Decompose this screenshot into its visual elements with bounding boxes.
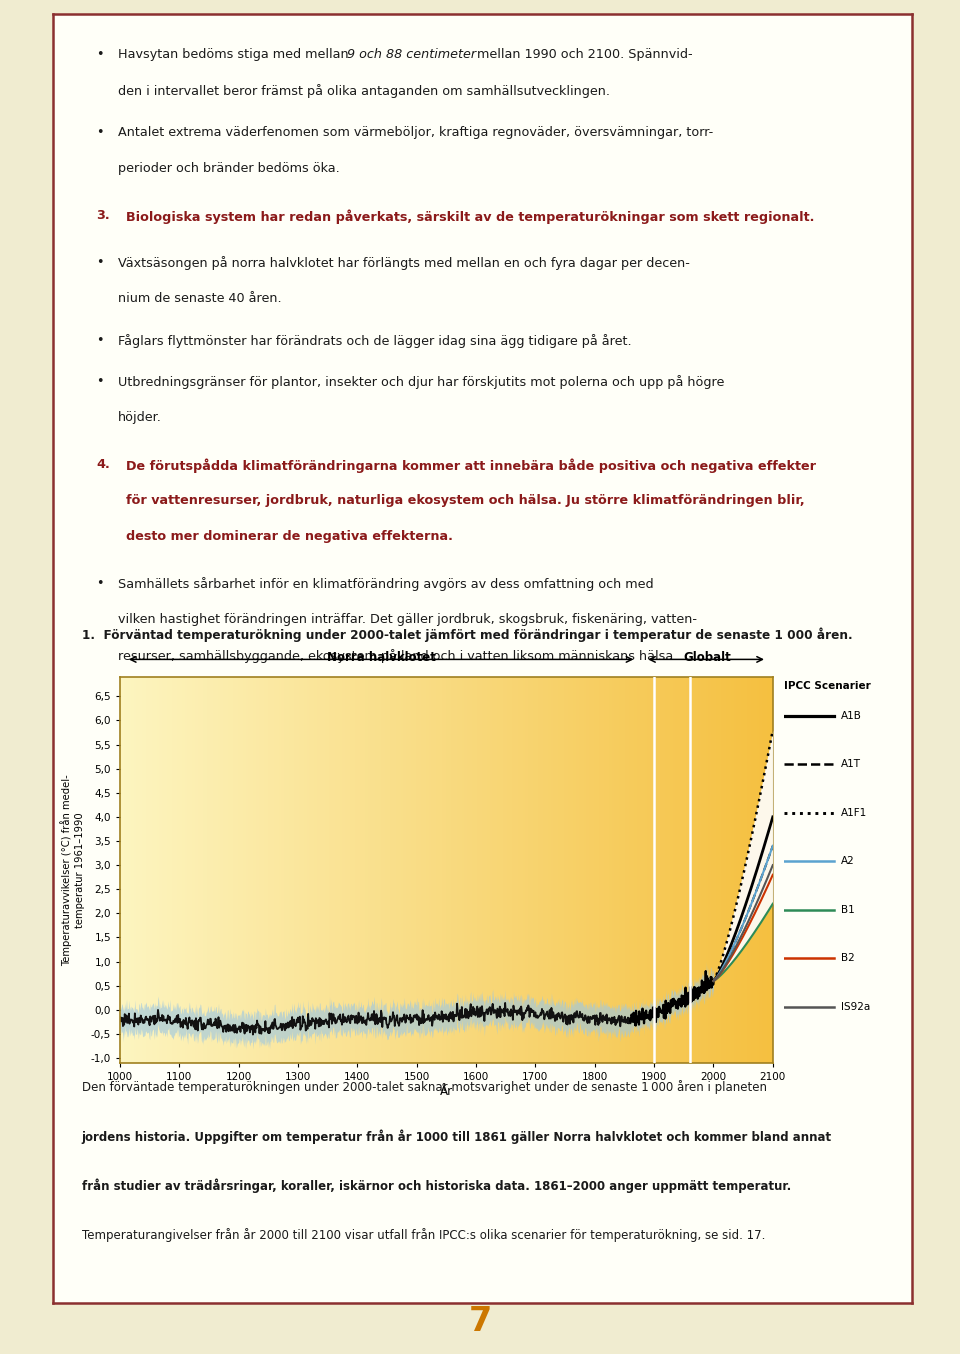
Text: den i intervallet beror främst på olika antaganden om samhällsutvecklingen.: den i intervallet beror främst på olika … xyxy=(118,84,611,99)
Text: IS92a: IS92a xyxy=(841,1002,871,1011)
Text: B2: B2 xyxy=(841,953,855,963)
Text: B1: B1 xyxy=(841,904,855,915)
Y-axis label: Temperaturavvikelser (°C) från medel-
temperatur 1961–1990: Temperaturavvikelser (°C) från medel- te… xyxy=(60,774,85,965)
Text: Norra halvklotet: Norra halvklotet xyxy=(326,651,436,665)
Text: Globalt: Globalt xyxy=(684,651,732,665)
Text: nium de senaste 40 åren.: nium de senaste 40 åren. xyxy=(118,292,281,305)
Text: IPCC Scenarier: IPCC Scenarier xyxy=(784,681,871,691)
Text: A1T: A1T xyxy=(841,760,861,769)
Text: Växtsäsongen på norra halvklotet har förlängts med mellan en och fyra dagar per : Växtsäsongen på norra halvklotet har för… xyxy=(118,256,690,269)
Text: mellan 1990 och 2100. Spännvid-: mellan 1990 och 2100. Spännvid- xyxy=(472,49,692,61)
Text: höjder.: höjder. xyxy=(118,412,162,424)
Text: 4.: 4. xyxy=(96,458,110,471)
Text: 1.  Förväntad temperaturökning under 2000-talet jämfört med förändringar i tempe: 1. Förväntad temperaturökning under 2000… xyxy=(82,628,852,642)
Text: Antalet extrema väderfenomen som värmeböljor, kraftiga regnoväder, översvämninga: Antalet extrema väderfenomen som värmebö… xyxy=(118,126,713,139)
Text: •: • xyxy=(96,256,104,269)
Text: Havsytan bedöms stiga med mellan: Havsytan bedöms stiga med mellan xyxy=(118,49,352,61)
Text: Samhällets sårbarhet inför en klimatförändring avgörs av dess omfattning och med: Samhällets sårbarhet inför en klimatförä… xyxy=(118,577,654,592)
Text: 7: 7 xyxy=(468,1305,492,1338)
Text: för vattenresurser, jordbruk, naturliga ekosystem och hälsa. Ju större klimatför: för vattenresurser, jordbruk, naturliga … xyxy=(126,494,804,508)
Text: perioder och bränder bedöms öka.: perioder och bränder bedöms öka. xyxy=(118,162,340,175)
X-axis label: År: År xyxy=(440,1085,453,1098)
Text: •: • xyxy=(96,577,104,590)
Text: desto mer dominerar de negativa effekterna.: desto mer dominerar de negativa effekter… xyxy=(126,531,453,543)
Text: A2: A2 xyxy=(841,856,855,867)
Text: Temperaturangivelser från år 2000 till 2100 visar utfall från IPCC:s olika scena: Temperaturangivelser från år 2000 till 2… xyxy=(82,1228,765,1242)
Text: 9 och 88 centimeter: 9 och 88 centimeter xyxy=(347,49,476,61)
Text: Utbredningsgränser för plantor, insekter och djur har förskjutits mot polerna oc: Utbredningsgränser för plantor, insekter… xyxy=(118,375,725,389)
Text: 3.: 3. xyxy=(96,209,109,222)
Text: jordens historia. Uppgifter om temperatur från år 1000 till 1861 gäller Norra ha: jordens historia. Uppgifter om temperatu… xyxy=(82,1129,831,1144)
Text: •: • xyxy=(96,333,104,347)
Text: Den förväntade temperaturökningen under 2000-talet saknar motsvarighet under de : Den förväntade temperaturökningen under … xyxy=(82,1080,767,1094)
Text: •: • xyxy=(96,126,104,139)
Text: •: • xyxy=(96,49,104,61)
Text: A1F1: A1F1 xyxy=(841,807,868,818)
Text: De förutspådda klimatförändringarna kommer att innebära både positiva och negati: De förutspådda klimatförändringarna komm… xyxy=(126,458,816,473)
Text: A1B: A1B xyxy=(841,711,862,720)
Text: Biologiska system har redan påverkats, särskilt av de temperaturökningar som ske: Biologiska system har redan påverkats, s… xyxy=(126,209,815,223)
Text: Fåglars flyttmönster har förändrats och de lägger idag sina ägg tidigare på året: Fåglars flyttmönster har förändrats och … xyxy=(118,333,632,348)
Text: vilken hastighet förändringen inträffar. Det gäller jordbruk, skogsbruk, fiskenä: vilken hastighet förändringen inträffar.… xyxy=(118,613,697,627)
Text: resurser, samhällsbyggande, ekosystem på land och i vatten liksom människans häl: resurser, samhällsbyggande, ekosystem på… xyxy=(118,650,678,663)
Text: •: • xyxy=(96,375,104,389)
Text: från studier av trädårsringar, koraller, iskärnor och historiska data. 1861–2000: från studier av trädårsringar, koraller,… xyxy=(82,1178,791,1193)
